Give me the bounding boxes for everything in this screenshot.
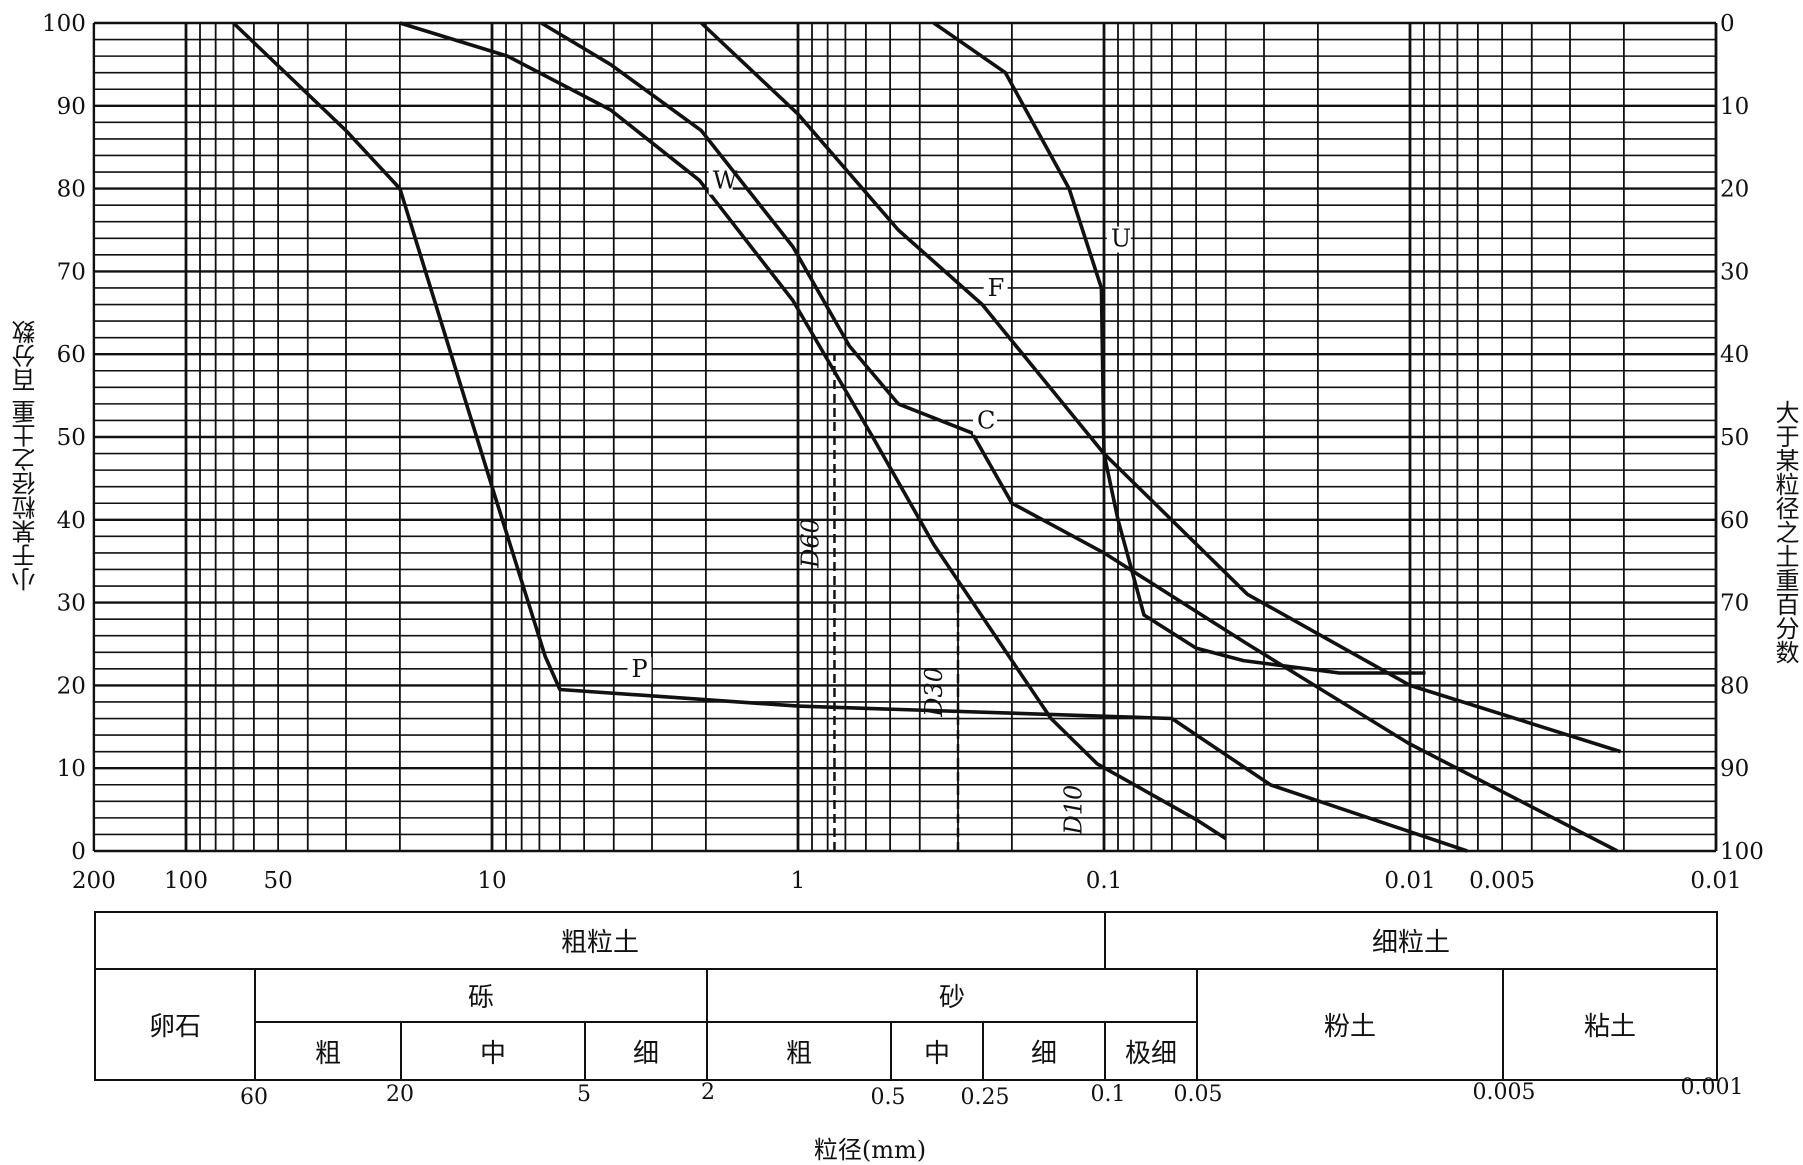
y-left-tick-label: 80 [57,177,86,203]
boundary-label: 20 [386,1082,414,1107]
medium-gravel-cell: 中 [400,1021,586,1081]
series-label-bg [708,168,733,195]
y-left-tick-label: 60 [57,342,86,368]
y-left-tick-label: 20 [57,673,86,699]
x-tick-label: 0.01 [1384,868,1435,894]
left-axis-title: 小于某粒径之土重 百分数 [12,320,40,592]
series-w-line [399,21,1227,841]
boundary-label: 0.5 [870,1085,906,1110]
series-u-line [932,21,1426,675]
coarse-gravel-cell: 粗 [254,1021,402,1081]
series-label-bg [973,408,998,435]
boundary-label: 5 [577,1082,591,1107]
y-left-tick-label: 40 [57,508,86,534]
clay-label: 粘土 [1583,1012,1636,1042]
y-left-tick-label: 50 [57,425,86,451]
clay-cell: 粘土 [1502,968,1718,1081]
boundary-label: 0.1 [1090,1082,1126,1107]
y-right-tick-label: 100 [1720,839,1764,865]
boundary-label: 60 [240,1085,268,1110]
x-tick-label: 0.01 [1690,868,1741,894]
x-tick-label: 200 [72,868,116,894]
boundary-label: 0.001 [1680,1075,1744,1100]
medium-gravel-label: 中 [479,1038,506,1069]
series-u-label: U [1111,225,1131,253]
ref-label-d60: D60 [796,518,824,569]
silt-label: 粉土 [1323,1012,1376,1042]
boundary-label: 2 [701,1080,715,1105]
y-right-tick-label: 50 [1720,425,1749,451]
silt-cell: 粉土 [1196,968,1504,1081]
fine-gravel-label: 细 [632,1038,659,1069]
y-right-tick-label: 90 [1720,756,1749,782]
x-tick-label: 50 [263,868,292,894]
fine-soil-label: 细粒土 [1371,928,1450,958]
y-right-tick-label: 70 [1720,591,1749,617]
gravel-label: 砾 [467,983,494,1013]
series-c-line [540,21,1619,853]
y-right-tick-label: 30 [1720,259,1749,285]
coarse-sand-cell: 粗 [706,1021,892,1081]
y-right-tick-label: 80 [1720,673,1749,699]
series-label-bg [983,276,1008,303]
y-left-tick-label: 30 [57,591,86,617]
very-fine-sand-label: 极细 [1124,1038,1177,1069]
grid [92,21,1718,853]
fine-gravel-cell: 细 [584,1021,708,1081]
sand-cell: 砂 [706,968,1198,1023]
y-left-tick-label: 0 [71,839,86,865]
coarse-soil-cell: 粗粒土 [94,911,1106,970]
series-p-label: P [632,655,648,683]
series-f-label: F [988,274,1005,302]
ref-label-d10: D10 [1060,785,1088,836]
fine-sand-cell: 细 [982,1021,1106,1081]
y-right-tick-label: 40 [1720,342,1749,368]
series-p-line [232,21,1468,853]
x-axis-title: 粒径(mm) [813,1136,927,1164]
right-axis-title: 大于某粒径之土重百分数 [1771,400,1799,664]
series-c-label: C [977,407,995,435]
y-right-tick-label: 10 [1720,94,1749,120]
x-tick-label: 1 [791,868,806,894]
y-left-tick-label: 100 [42,11,86,37]
series-f-line [700,21,1622,754]
y-right-tick-label: 20 [1720,177,1749,203]
very-fine-sand-cell: 极细 [1104,1021,1198,1081]
y-left-tick-label: 90 [57,94,86,120]
x-tick-label: 100 [164,868,208,894]
x-tick-label: 0.1 [1086,868,1123,894]
gravel-cell: 砾 [254,968,708,1023]
coarse-sand-label: 粗 [785,1038,812,1069]
series-label-bg [627,657,652,684]
axis-labels: 0102030405060708090100100908070605040302… [42,11,1764,894]
cobble-cell: 卵石 [94,968,256,1081]
x-tick-label: 0.005 [1469,868,1535,894]
medium-sand-cell: 中 [890,1021,984,1081]
sand-label: 砂 [938,983,965,1013]
cobble-label: 卵石 [148,1012,201,1042]
fine-sand-label: 细 [1030,1038,1057,1069]
boundary-label: 0.05 [1173,1082,1223,1107]
boundary-label: 0.005 [1472,1080,1536,1105]
x-tick-label: 10 [477,868,506,894]
boundary-label: 0.25 [960,1085,1010,1110]
y-right-tick-label: 60 [1720,508,1749,534]
coarse-soil-label: 粗粒土 [560,928,639,958]
series-label-bg [1106,226,1131,253]
y-left-tick-label: 10 [57,756,86,782]
coarse-gravel-label: 粗 [314,1038,341,1069]
y-right-tick-label: 0 [1720,11,1735,37]
medium-sand-label: 中 [923,1038,950,1069]
fine-soil-cell: 细粒土 [1104,911,1718,970]
y-left-tick-label: 70 [57,259,86,285]
